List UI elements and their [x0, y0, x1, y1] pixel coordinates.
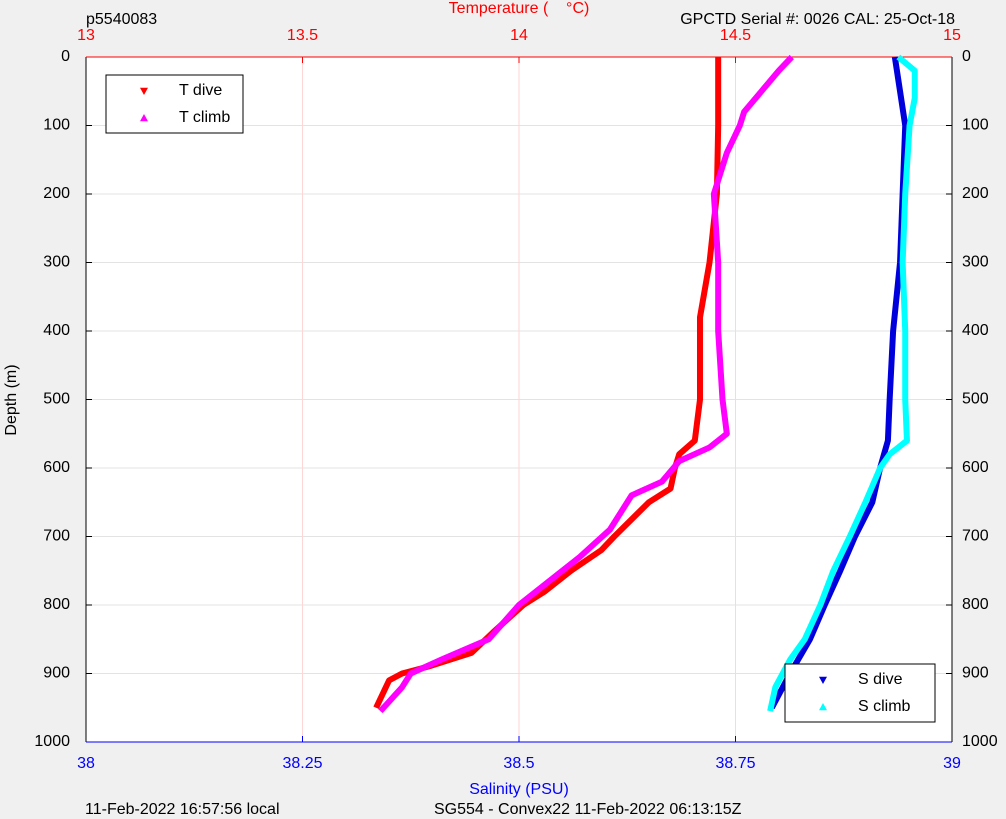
top-right-label: GPCTD Serial #: 0026 CAL: 25-Oct-18 [680, 11, 955, 28]
y2-tick-label: 600 [962, 459, 989, 476]
x-tick-label: 38 [77, 755, 95, 772]
legend-marker [819, 676, 827, 684]
x-tick-label: 39 [943, 755, 961, 772]
y2-tick-label: 200 [962, 185, 989, 202]
y2-tick-label: 0 [962, 48, 971, 65]
y-tick-label: 100 [43, 117, 70, 134]
y-tick-label: 900 [43, 665, 70, 682]
y2-tick-label: 500 [962, 391, 989, 408]
top-left-label: p5540083 [86, 11, 157, 28]
y-tick-label: 400 [43, 322, 70, 339]
bottom-right-label: SG554 - Convex22 11-Feb-2022 06:13:15Z [434, 801, 742, 818]
x2-tick-label: 14 [510, 27, 528, 44]
y-tick-label: 200 [43, 185, 70, 202]
legend-marker [140, 87, 148, 95]
legend-box [105, 74, 244, 134]
y2-tick-label: 1000 [962, 733, 998, 750]
y-tick-label: 1000 [34, 733, 70, 750]
y2-tick-label: 300 [962, 254, 989, 271]
legend-label: T dive [179, 82, 222, 99]
legend-label: T climb [179, 109, 230, 126]
y2-tick-label: 400 [962, 322, 989, 339]
y-tick-label: 300 [43, 254, 70, 271]
y2-tick-label: 700 [962, 528, 989, 545]
x2-tick-label: 15 [943, 27, 961, 44]
bottom-left-label: 11-Feb-2022 16:57:56 local [85, 801, 280, 818]
legend-label: S climb [858, 698, 911, 715]
x2-tick-label: 14.5 [720, 27, 751, 44]
y-tick-label: 700 [43, 528, 70, 545]
series-line [767, 54, 918, 712]
legend-marker [819, 703, 827, 711]
series-line [378, 54, 794, 714]
x2-axis-title: Temperature ( °C) [449, 0, 590, 17]
y2-tick-label: 800 [962, 596, 989, 613]
legend-box [784, 663, 936, 723]
legend-label: S dive [858, 671, 903, 688]
y-tick-label: 0 [61, 48, 70, 65]
x-tick-label: 38.75 [715, 755, 755, 772]
x-axis-title: Salinity (PSU) [469, 781, 569, 798]
y2-tick-label: 100 [962, 117, 989, 134]
x-tick-label: 38.5 [503, 755, 534, 772]
y-axis-title: Depth (m) [3, 364, 20, 435]
y-tick-label: 500 [43, 391, 70, 408]
y2-tick-label: 900 [962, 665, 989, 682]
y-tick-label: 600 [43, 459, 70, 476]
legend-marker [140, 114, 148, 122]
series-line [373, 57, 722, 710]
y-tick-label: 800 [43, 596, 70, 613]
x-tick-label: 38.25 [282, 755, 322, 772]
x2-tick-label: 13 [77, 27, 95, 44]
x2-tick-label: 13.5 [287, 27, 318, 44]
